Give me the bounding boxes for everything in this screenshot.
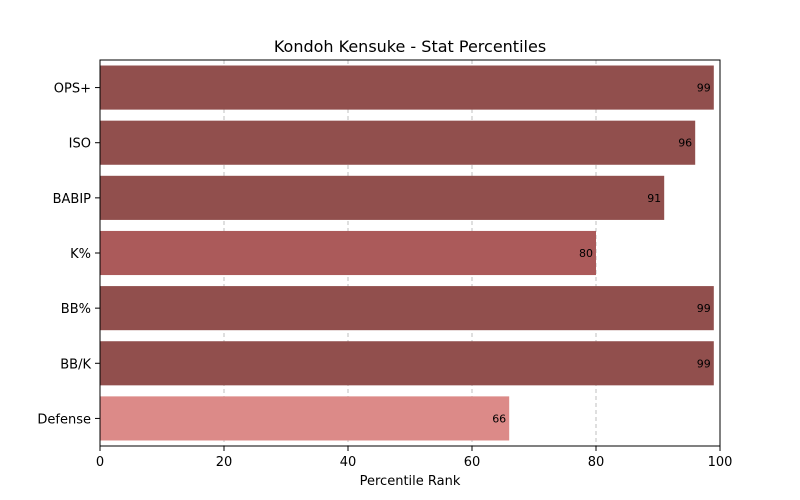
x-tick-label: 100 <box>708 455 733 470</box>
data-label: 66 <box>492 412 506 425</box>
bar-ISO <box>100 120 696 165</box>
y-tick-label: K% <box>70 247 91 262</box>
y-tick-label: ISO <box>69 137 91 152</box>
data-label: 99 <box>697 357 711 370</box>
bar-BABIP <box>100 175 665 220</box>
bar-OPS+ <box>100 65 714 110</box>
data-label: 99 <box>697 302 711 315</box>
data-label: 91 <box>647 192 661 205</box>
bar-Defense <box>100 396 510 441</box>
data-label: 99 <box>697 82 711 95</box>
y-axis-ticks: OPS+ ISO BABIP K% BB% BB/K Defense <box>37 82 100 427</box>
data-label: 96 <box>678 137 692 150</box>
x-axis-label: Percentile Rank <box>360 474 461 489</box>
x-tick-label: 20 <box>216 455 233 470</box>
bar-BB/K <box>100 341 714 386</box>
x-axis-ticks: 0 20 40 60 80 100 <box>96 446 733 470</box>
y-tick-label: OPS+ <box>54 82 91 97</box>
y-tick-label: BB% <box>61 302 91 317</box>
bar-BB% <box>100 286 714 331</box>
bar-K% <box>100 230 596 276</box>
data-labels: 99 96 91 80 99 99 66 <box>492 82 711 426</box>
x-tick-label: 60 <box>464 455 481 470</box>
y-tick-label: Defense <box>37 412 91 427</box>
chart-title: Kondoh Kensuke - Stat Percentiles <box>274 37 546 56</box>
x-tick-label: 80 <box>588 455 605 470</box>
y-tick-label: BABIP <box>53 192 92 207</box>
x-tick-label: 0 <box>96 455 104 470</box>
data-label: 80 <box>579 247 593 260</box>
y-tick-label: BB/K <box>60 357 91 372</box>
bars <box>100 65 714 441</box>
x-tick-label: 40 <box>340 455 357 470</box>
